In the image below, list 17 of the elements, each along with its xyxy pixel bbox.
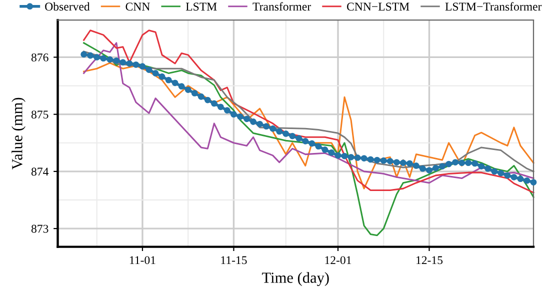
legend-label: CNN−LSTM — [346, 2, 410, 11]
legend-label: Observed — [45, 2, 90, 11]
y-tick-label: 874 — [31, 168, 49, 176]
y-tick-label: 873 — [31, 224, 48, 233]
y-tick-label: 876 — [31, 53, 48, 62]
x-axis-title: Time (day) — [262, 272, 329, 286]
x-tick-label: 11-01 — [130, 256, 156, 264]
y-axis-title: Value (mm) — [12, 98, 26, 170]
x-tick-label: 12-15 — [416, 256, 443, 264]
x-tick-label: 12-01 — [325, 256, 352, 264]
legend-label: CNN — [126, 2, 150, 11]
legend-label: LSTM — [186, 2, 217, 11]
y-tick-label: 875 — [31, 110, 48, 119]
x-tick-label: 11-15 — [221, 256, 247, 264]
line-series — [83, 42, 534, 236]
legend-label: Transformer — [252, 2, 311, 11]
legend-label: LSTM−Transformer — [445, 2, 542, 11]
